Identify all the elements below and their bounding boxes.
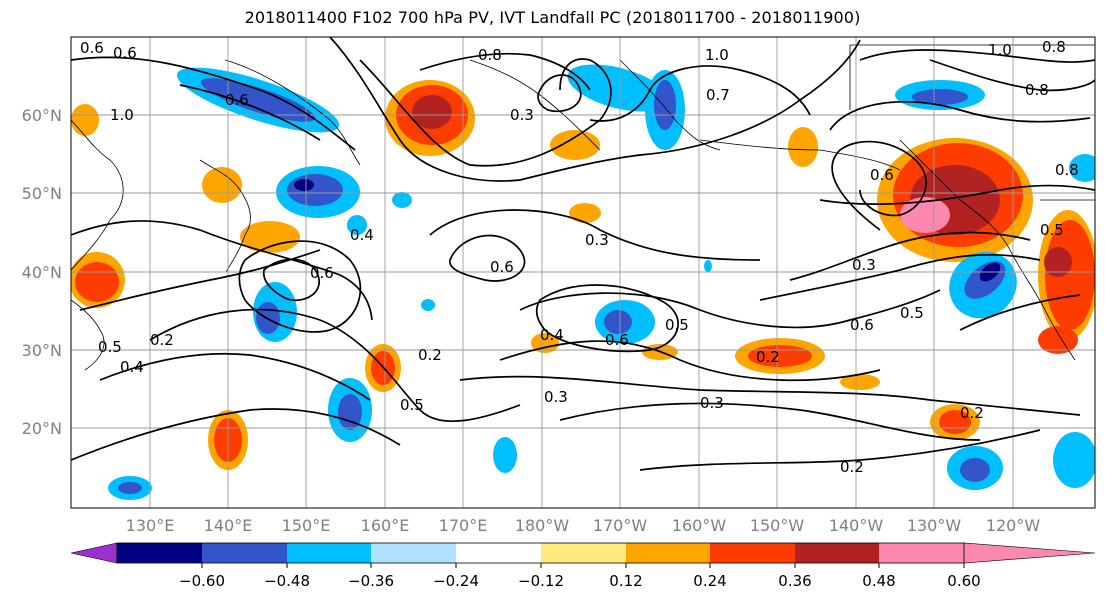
contour-label: 0.8 bbox=[478, 46, 502, 64]
lon-label: 140°W bbox=[829, 516, 884, 535]
contour-label: 0.8 bbox=[1025, 81, 1049, 99]
colorbar-tick-label: 0.60 bbox=[947, 572, 980, 590]
colorbar-tick-label: −0.48 bbox=[264, 572, 310, 590]
colorbar-segment bbox=[626, 543, 710, 563]
colorbar-tick-label: 0.12 bbox=[609, 572, 642, 590]
colorbar-extend-max bbox=[963, 542, 1096, 564]
colorbar-tick-label: −0.60 bbox=[179, 572, 225, 590]
colorbar-segment bbox=[541, 543, 626, 563]
lon-label: 180°W bbox=[515, 516, 570, 535]
contour-label: 0.6 bbox=[490, 258, 514, 276]
contour-label: 0.3 bbox=[510, 106, 534, 124]
lon-label: 160°E bbox=[361, 516, 410, 535]
ivt-contours bbox=[71, 37, 1095, 471]
contour-label: 0.6 bbox=[113, 44, 137, 62]
contour-label: 1.0 bbox=[988, 41, 1012, 59]
contour-label: 0.5 bbox=[900, 304, 924, 322]
contour-label: 0.2 bbox=[756, 348, 780, 366]
contour-label: 0.6 bbox=[870, 166, 894, 184]
contour-labels: 0.6 0.6 1.0 1.0 0.8 0.8 0.3 0.7 0.6 0.8 … bbox=[80, 38, 1079, 476]
contour-label: 0.4 bbox=[540, 326, 564, 344]
lon-labels: 130°E 140°E 150°E 160°E 170°E 180°W 170°… bbox=[126, 516, 1041, 535]
colorbar-segment bbox=[456, 543, 541, 563]
colorbar-segment bbox=[795, 543, 879, 563]
colorbar-tick-label: 0.24 bbox=[693, 572, 726, 590]
colorbar-segment bbox=[371, 543, 456, 563]
colorbar-segment bbox=[202, 543, 287, 563]
colorbar-tick-label: −0.24 bbox=[433, 572, 479, 590]
map-plot-area: 0.6 0.6 1.0 1.0 0.8 0.8 0.3 0.7 0.6 0.8 … bbox=[71, 37, 1095, 508]
lat-label: 60°N bbox=[22, 106, 62, 125]
contour-label: 0.2 bbox=[840, 458, 864, 476]
contour-label: 0.3 bbox=[852, 256, 876, 274]
contour-label: 0.6 bbox=[225, 91, 249, 109]
contour-label: 0.6 bbox=[80, 39, 104, 57]
figure-title: 2018011400 F102 700 hPa PV, IVT Landfall… bbox=[244, 8, 861, 27]
colorbar-segment bbox=[879, 543, 964, 563]
lon-label: 150°E bbox=[282, 516, 331, 535]
colorbar-tick-label: −0.12 bbox=[518, 572, 564, 590]
contour-label: 1.0 bbox=[110, 106, 134, 124]
contour-label: 0.5 bbox=[400, 396, 424, 414]
lon-label: 140°E bbox=[204, 516, 253, 535]
contour-label: 0.5 bbox=[1040, 221, 1064, 239]
contour-label: 0.8 bbox=[1042, 38, 1066, 56]
lon-label: 170°W bbox=[593, 516, 648, 535]
lon-label: 120°W bbox=[986, 516, 1041, 535]
contour-label: 0.7 bbox=[706, 86, 730, 104]
contour-label: 0.6 bbox=[605, 331, 629, 349]
colorbar-extend-min bbox=[70, 542, 118, 564]
contour-label: 0.4 bbox=[120, 358, 144, 376]
lon-label: 160°W bbox=[672, 516, 727, 535]
colorbar: −0.60 −0.48 −0.36 −0.24 −0.12 0.12 0.24 … bbox=[70, 542, 1096, 590]
lat-labels: 20°N 30°N 40°N 50°N 60°N bbox=[22, 106, 62, 438]
colorbar-tick-label: 0.36 bbox=[778, 572, 811, 590]
contour-label: 0.2 bbox=[418, 346, 442, 364]
lon-label: 170°E bbox=[439, 516, 488, 535]
contour-label: 0.3 bbox=[700, 394, 724, 412]
contour-label: 0.5 bbox=[98, 338, 122, 356]
colorbar-tick-label: 0.48 bbox=[862, 572, 895, 590]
colorbar-segment bbox=[710, 543, 795, 563]
lat-label: 50°N bbox=[22, 184, 62, 203]
contour-label: 0.8 bbox=[1055, 161, 1079, 179]
colorbar-segment bbox=[117, 543, 202, 563]
contour-label: 0.2 bbox=[150, 331, 174, 349]
contour-label: 0.6 bbox=[310, 264, 334, 282]
contour-label: 0.6 bbox=[850, 316, 874, 334]
lat-label: 30°N bbox=[22, 341, 62, 360]
contour-label: 0.3 bbox=[544, 388, 568, 406]
lat-label: 40°N bbox=[22, 263, 62, 282]
colorbar-segment bbox=[287, 543, 371, 563]
lon-label: 150°W bbox=[750, 516, 805, 535]
map-frame bbox=[70, 36, 1096, 509]
contour-label: 0.4 bbox=[350, 226, 374, 244]
contour-label: 0.2 bbox=[960, 404, 984, 422]
colorbar-tick-label: −0.36 bbox=[348, 572, 394, 590]
contour-label: 0.5 bbox=[665, 316, 689, 334]
contour-label: 1.0 bbox=[705, 46, 729, 64]
lat-label: 20°N bbox=[22, 419, 62, 438]
lon-label: 130°W bbox=[907, 516, 962, 535]
contour-label: 0.3 bbox=[585, 231, 609, 249]
lon-label: 130°E bbox=[126, 516, 175, 535]
coastlines bbox=[71, 44, 1095, 371]
